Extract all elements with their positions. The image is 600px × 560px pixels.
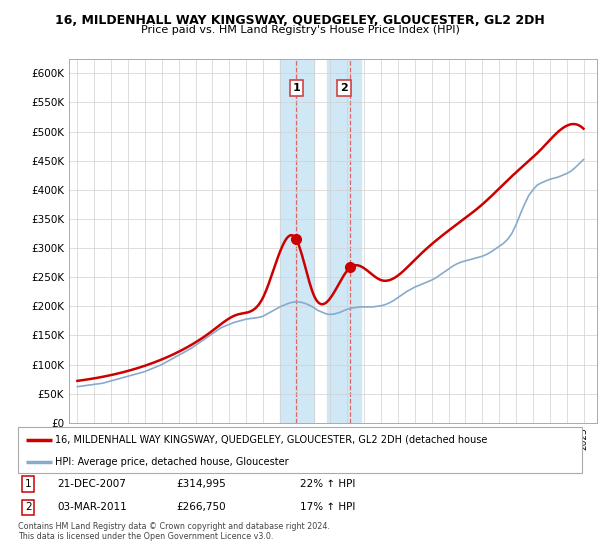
Text: 21-DEC-2007: 21-DEC-2007 (58, 479, 127, 489)
Text: 16, MILDENHALL WAY KINGSWAY, QUEDGELEY, GLOUCESTER, GL2 2DH: 16, MILDENHALL WAY KINGSWAY, QUEDGELEY, … (55, 14, 545, 27)
Text: Contains HM Land Registry data © Crown copyright and database right 2024.
This d: Contains HM Land Registry data © Crown c… (18, 522, 330, 542)
Text: 1: 1 (25, 479, 31, 489)
Text: HPI: Average price, detached house, Gloucester: HPI: Average price, detached house, Glou… (55, 457, 288, 466)
Text: 2: 2 (25, 502, 31, 512)
Text: 03-MAR-2011: 03-MAR-2011 (58, 502, 127, 512)
Text: Price paid vs. HM Land Registry's House Price Index (HPI): Price paid vs. HM Land Registry's House … (140, 25, 460, 35)
Bar (280, 59, 314, 423)
Text: 22% ↑ HPI: 22% ↑ HPI (300, 479, 355, 489)
Text: 16, MILDENHALL WAY KINGSWAY, QUEDGELEY, GLOUCESTER, GL2 2DH (detached house: 16, MILDENHALL WAY KINGSWAY, QUEDGELEY, … (55, 435, 487, 445)
Bar (327, 59, 361, 423)
Text: £266,750: £266,750 (176, 502, 226, 512)
FancyBboxPatch shape (18, 427, 582, 473)
Text: 1: 1 (293, 83, 301, 93)
Text: 2: 2 (340, 83, 348, 93)
Text: £314,995: £314,995 (176, 479, 226, 489)
Text: 17% ↑ HPI: 17% ↑ HPI (300, 502, 355, 512)
